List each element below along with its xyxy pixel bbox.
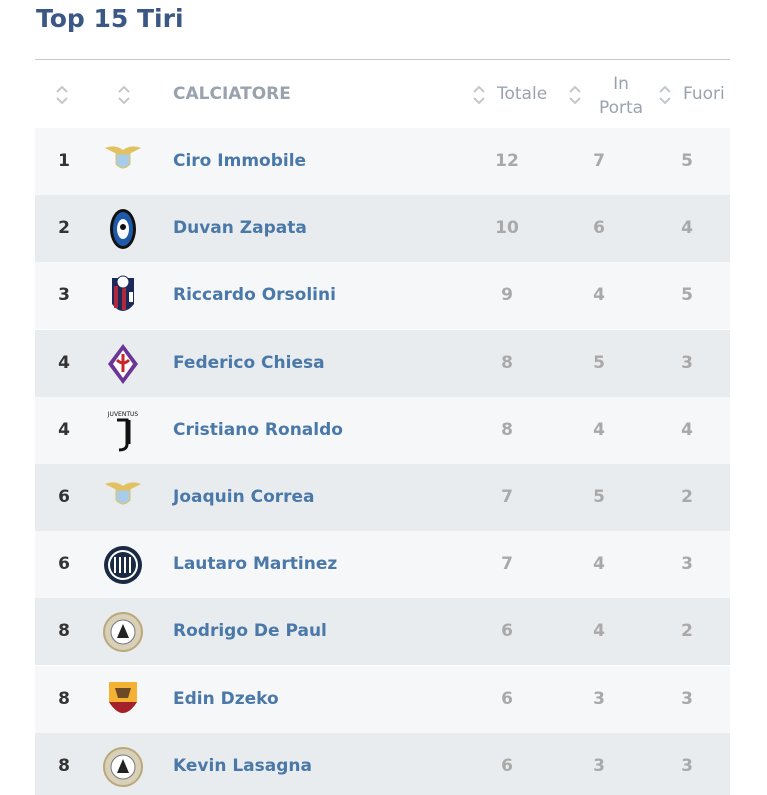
table-row: 3 Riccardo Orsolini 9 4 5 xyxy=(35,262,730,330)
table-row: 8 Rodrigo De Paul 6 4 2 xyxy=(35,598,730,666)
team-logo xyxy=(112,275,134,312)
player-name[interactable]: Lautaro Martinez xyxy=(173,554,338,575)
total-shots: 12 xyxy=(495,151,519,171)
table-row: 8 Edin Dzeko 6 3 3 xyxy=(35,665,730,733)
page-title: Top 15 Tiri xyxy=(36,4,184,33)
player-name[interactable]: Edin Dzeko xyxy=(173,688,279,709)
off-target: 3 xyxy=(681,554,693,575)
total-shots: 6 xyxy=(501,621,513,642)
sort-icon[interactable] xyxy=(658,84,672,106)
team-logo xyxy=(103,612,143,653)
on-target: 7 xyxy=(593,151,605,171)
column-header[interactable]: In Porta xyxy=(598,74,644,118)
off-target: 3 xyxy=(681,755,693,776)
rank: 6 xyxy=(58,554,70,575)
on-target: 4 xyxy=(593,419,605,440)
off-target: 4 xyxy=(681,419,693,440)
total-shots: 7 xyxy=(501,487,513,507)
sort-icon[interactable] xyxy=(472,84,486,106)
player-name[interactable]: Rodrigo De Paul xyxy=(173,621,327,642)
rank: 2 xyxy=(58,218,70,239)
column-header[interactable]: Totale xyxy=(497,84,548,104)
table-row: 8 Kevin Lasagna 6 3 3 xyxy=(35,732,730,795)
total-shots: 8 xyxy=(501,419,513,440)
team-logo xyxy=(103,746,143,787)
table-row: 2 Duvan Zapata 10 6 4 xyxy=(35,195,730,263)
rank: 8 xyxy=(58,621,70,642)
team-logo xyxy=(108,343,138,384)
off-target: 5 xyxy=(681,151,693,171)
team-logo xyxy=(110,209,136,250)
column-header[interactable]: CALCIATORE xyxy=(173,84,291,104)
table-header: CALCIATORE Totale In Porta Fuori xyxy=(35,60,730,128)
total-shots: 6 xyxy=(501,688,513,709)
total-shots: 9 xyxy=(501,285,513,306)
team-logo xyxy=(105,482,141,505)
player-name[interactable]: Joaquin Correa xyxy=(173,487,315,507)
table-row: 1 Ciro Immobile 12 7 5 xyxy=(35,128,730,195)
sort-icon[interactable] xyxy=(568,84,582,106)
on-target: 6 xyxy=(593,218,605,239)
table-row: 4 JUVENTUS Cristiano Ronaldo 8 4 4 xyxy=(35,396,730,464)
table-row: 6 Joaquin Correa 7 5 2 xyxy=(35,464,730,531)
rank: 8 xyxy=(58,755,70,776)
column-header[interactable]: Fuori xyxy=(683,84,725,104)
rank: 4 xyxy=(58,419,70,440)
player-name[interactable]: Cristiano Ronaldo xyxy=(173,419,343,440)
player-name[interactable]: Riccardo Orsolini xyxy=(173,285,336,306)
rank: 6 xyxy=(58,487,70,507)
player-name[interactable]: Federico Chiesa xyxy=(173,352,325,373)
table-row: 6 Lautaro Martinez 7 4 3 xyxy=(35,531,730,599)
off-target: 3 xyxy=(681,688,693,709)
total-shots: 8 xyxy=(501,352,513,373)
team-logo: JUVENTUS xyxy=(107,411,139,452)
sort-icon[interactable] xyxy=(55,84,69,106)
table-row: 4 Federico Chiesa 8 5 3 xyxy=(35,329,730,397)
on-target: 4 xyxy=(593,285,605,306)
player-name[interactable]: Ciro Immobile xyxy=(173,151,307,171)
on-target: 5 xyxy=(593,487,605,507)
on-target: 3 xyxy=(593,688,605,709)
on-target: 3 xyxy=(593,755,605,776)
off-target: 5 xyxy=(681,285,693,306)
team-logo xyxy=(104,546,142,585)
svg-text:JUVENTUS: JUVENTUS xyxy=(107,411,139,418)
off-target: 4 xyxy=(681,218,693,239)
rank: 4 xyxy=(58,352,70,373)
on-target: 5 xyxy=(593,352,605,373)
team-logo xyxy=(109,681,137,713)
rank: 1 xyxy=(58,151,70,171)
rank: 8 xyxy=(58,688,70,709)
total-shots: 10 xyxy=(495,218,519,239)
rank: 3 xyxy=(58,285,70,306)
on-target: 4 xyxy=(593,621,605,642)
player-name[interactable]: Kevin Lasagna xyxy=(173,755,312,776)
total-shots: 7 xyxy=(501,554,513,575)
on-target: 4 xyxy=(593,554,605,575)
off-target: 2 xyxy=(681,621,693,642)
off-target: 2 xyxy=(681,487,693,507)
off-target: 3 xyxy=(681,352,693,373)
team-logo xyxy=(105,146,141,169)
player-name[interactable]: Duvan Zapata xyxy=(173,218,307,239)
stats-table: CALCIATORE Totale In Porta Fuori 1 Ciro I… xyxy=(35,59,730,795)
total-shots: 6 xyxy=(501,755,513,776)
sort-icon[interactable] xyxy=(117,84,131,106)
